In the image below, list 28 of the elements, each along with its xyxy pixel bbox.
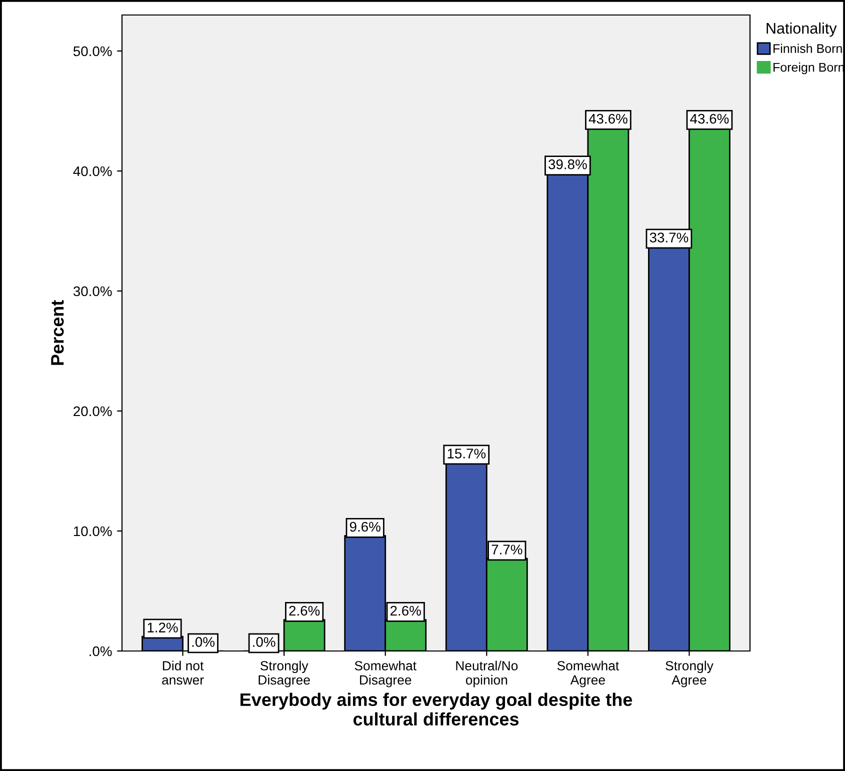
- y-tick-label: .0%: [90, 646, 112, 656]
- data-label: 33.7%: [650, 232, 688, 242]
- y-tick-label: 30.0%: [73, 286, 112, 296]
- data-label: 2.6%: [390, 606, 421, 616]
- x-tick-label: Did not answer: [162, 660, 204, 685]
- data-label: 2.6%: [289, 606, 320, 616]
- data-label: 15.7%: [448, 448, 486, 458]
- y-tick-label: 10.0%: [74, 526, 112, 536]
- x-tick-label: Neutral/No opinion: [456, 660, 518, 688]
- y-tick-label: 20.0%: [74, 406, 112, 416]
- x-tick-label: Somewhat Agree: [557, 660, 620, 688]
- x-tick-label: Somewhat Disagree: [354, 660, 416, 688]
- legend-label: Finnish Born: [774, 44, 842, 53]
- data-label: 43.6%: [690, 114, 729, 124]
- y-axis-title: Percent: [51, 300, 64, 365]
- legend-title: Nationality: [766, 22, 837, 37]
- data-label: .0%: [253, 637, 276, 647]
- data-label: 1.2%: [148, 622, 178, 632]
- data-label: 39.8%: [548, 159, 587, 170]
- x-tick-label: Strongly Agree: [666, 660, 714, 688]
- data-label: 9.6%: [350, 522, 380, 532]
- x-axis-title: Everybody aims for everyday goal despite the cultural differences: [240, 692, 632, 726]
- data-label: .0%: [192, 637, 215, 647]
- data-label: 43.6%: [588, 114, 628, 124]
- y-tick-label: 40.0%: [73, 166, 112, 176]
- x-tick-label: Strongly Disagree: [258, 660, 310, 688]
- y-tick-label: 50.0%: [73, 46, 112, 56]
- data-label: 7.7%: [492, 544, 522, 554]
